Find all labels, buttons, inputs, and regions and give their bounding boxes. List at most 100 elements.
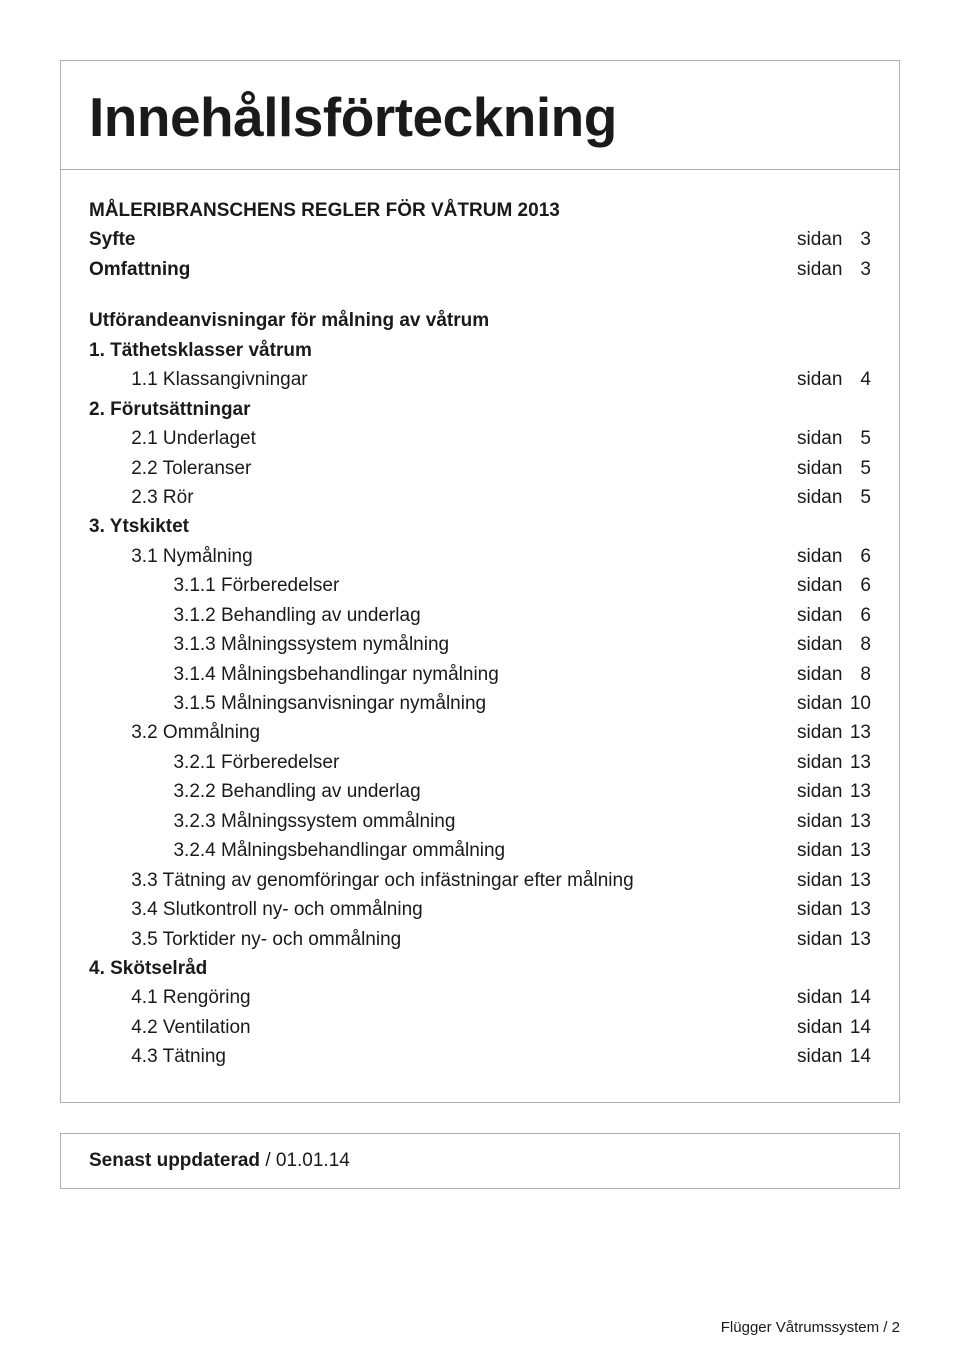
toc-entry-label: 3.1.5 Målningsanvisningar nymålning (89, 689, 785, 718)
toc-page-number: 6 (849, 542, 871, 571)
toc-entry-page: sidan13 (785, 748, 871, 777)
toc-page-word: sidan (797, 718, 849, 747)
separator: / (260, 1150, 276, 1171)
toc-row: 2.3 Rörsidan5 (89, 483, 871, 512)
toc-page-number: 8 (849, 630, 871, 659)
toc-row: 2.2 Toleransersidan5 (89, 454, 871, 483)
toc-row: 3.5 Torktider ny- och ommålningsidan13 (89, 925, 871, 954)
toc-entry-page: sidan8 (785, 630, 871, 659)
toc-row: 3.2.1 Förberedelsersidan13 (89, 748, 871, 777)
toc-page-word: sidan (797, 660, 849, 689)
page-title: Innehållsförteckning (89, 85, 871, 149)
toc-entry-label: 4.2 Ventilation (89, 1013, 785, 1042)
toc-entry-page: sidan6 (785, 601, 871, 630)
toc-page-word: sidan (797, 836, 849, 865)
toc-page-number: 13 (849, 925, 871, 954)
toc-page-number: 5 (849, 483, 871, 512)
toc-entry-label: Omfattning (89, 255, 785, 284)
toc-entry-page: sidan6 (785, 542, 871, 571)
toc-page-word: sidan (797, 571, 849, 600)
toc-page-word: sidan (797, 630, 849, 659)
toc-entry-label: 3.1 Nymålning (89, 542, 785, 571)
toc-entry-page: sidan5 (785, 424, 871, 453)
toc-page-word: sidan (797, 866, 849, 895)
toc-row: 3.1.3 Målningssystem nymålningsidan8 (89, 630, 871, 659)
toc-entry-label: 3.4 Slutkontroll ny- och ommålning (89, 895, 785, 924)
toc-row: 3.1 Nymålningsidan6 (89, 542, 871, 571)
toc-row: 3.2.3 Målningssystem ommålningsidan13 (89, 807, 871, 836)
toc-row: Omfattningsidan3 (89, 255, 871, 284)
toc-page-word: sidan (797, 255, 849, 284)
toc-entry-page: sidan13 (785, 807, 871, 836)
toc-row: 4.2 Ventilationsidan14 (89, 1013, 871, 1042)
toc-entry-page: sidan14 (785, 1042, 871, 1071)
toc-entry-label: 2.3 Rör (89, 483, 785, 512)
last-updated-date: 01.01.14 (276, 1150, 350, 1171)
toc-entry-label: 3.1.3 Målningssystem nymålning (89, 630, 785, 659)
toc-page-word: sidan (797, 542, 849, 571)
toc-entry-label: 1. Täthetsklasser våtrum (89, 336, 871, 365)
toc-entry-label: 3.2.3 Målningssystem ommålning (89, 807, 785, 836)
toc-page-number: 13 (849, 836, 871, 865)
toc-entry-label: 2.2 Toleranser (89, 454, 785, 483)
toc-page-word: sidan (797, 365, 849, 394)
toc-entry-label: 3.1.1 Förberedelser (89, 571, 785, 600)
toc-entry-page: sidan13 (785, 718, 871, 747)
toc-entry-page: sidan14 (785, 983, 871, 1012)
toc-entry-page: sidan3 (785, 255, 871, 284)
toc-row: 3.1.2 Behandling av underlagsidan6 (89, 601, 871, 630)
page-footer: Flügger Våtrumssystem / 2 (721, 1319, 900, 1336)
toc-entry-page: sidan5 (785, 454, 871, 483)
toc-row: 1. Täthetsklasser våtrum (89, 336, 871, 365)
toc-entry-label: 3.1.2 Behandling av underlag (89, 601, 785, 630)
toc-page-word: sidan (797, 777, 849, 806)
toc-entry-label: 1.1 Klassangivningar (89, 365, 785, 394)
toc-page-number: 3 (849, 255, 871, 284)
toc-entry-page: sidan13 (785, 836, 871, 865)
toc-row: 3.2.4 Målningsbehandlingar ommålningsida… (89, 836, 871, 865)
toc-page-number: 5 (849, 454, 871, 483)
toc-entry-page: sidan10 (785, 689, 871, 718)
toc-entry-label: MÅLERIBRANSCHENS REGLER FÖR VÅTRUM 2013 (89, 196, 871, 225)
toc-row: 3.1.5 Målningsanvisningar nymålningsidan… (89, 689, 871, 718)
toc-page-word: sidan (797, 424, 849, 453)
toc-page-number: 14 (849, 1042, 871, 1071)
toc-page-number: 8 (849, 660, 871, 689)
toc-page-word: sidan (797, 689, 849, 718)
toc-entry-page: sidan13 (785, 925, 871, 954)
toc-row: MÅLERIBRANSCHENS REGLER FÖR VÅTRUM 2013 (89, 196, 871, 225)
toc-page-word: sidan (797, 925, 849, 954)
toc-row: 3.4 Slutkontroll ny- och ommålningsidan1… (89, 895, 871, 924)
toc-entry-label: 3.2.4 Målningsbehandlingar ommålning (89, 836, 785, 865)
toc-page-number: 6 (849, 601, 871, 630)
toc-page-number: 13 (849, 777, 871, 806)
toc-entry-label: Utförandeanvisningar för målning av våtr… (89, 306, 871, 335)
toc-row: 3.1.1 Förberedelsersidan6 (89, 571, 871, 600)
toc-entry-label: 3.2.1 Förberedelser (89, 748, 785, 777)
toc-row: 3.2 Ommålningsidan13 (89, 718, 871, 747)
toc-row: 4. Skötselråd (89, 954, 871, 983)
toc-page-word: sidan (797, 601, 849, 630)
toc-page-number: 10 (849, 689, 871, 718)
toc-entry-page: sidan13 (785, 777, 871, 806)
toc-page-number: 14 (849, 983, 871, 1012)
toc-row: 1.1 Klassangivningarsidan4 (89, 365, 871, 394)
toc-page-number: 13 (849, 866, 871, 895)
last-updated-text: Senast uppdaterad / 01.01.14 (89, 1150, 871, 1172)
toc-row: 2.1 Underlagetsidan5 (89, 424, 871, 453)
toc-row: 3. Ytskiktet (89, 512, 871, 541)
toc-row: Utförandeanvisningar för målning av våtr… (89, 306, 871, 335)
toc-entry-page: sidan13 (785, 895, 871, 924)
toc-row: 3.3 Tätning av genomföringar och infästn… (89, 866, 871, 895)
toc-entry-label: 4.1 Rengöring (89, 983, 785, 1012)
toc-entry-label: 3.2.2 Behandling av underlag (89, 777, 785, 806)
toc-entry-page: sidan6 (785, 571, 871, 600)
toc-page-word: sidan (797, 1013, 849, 1042)
toc-entry-page: sidan3 (785, 225, 871, 254)
toc-entry-label: 4.3 Tätning (89, 1042, 785, 1071)
toc-row: 3.2.2 Behandling av underlagsidan13 (89, 777, 871, 806)
toc-page-number: 13 (849, 895, 871, 924)
toc-page-number: 6 (849, 571, 871, 600)
toc-row: Syftesidan3 (89, 225, 871, 254)
toc-page-word: sidan (797, 748, 849, 777)
